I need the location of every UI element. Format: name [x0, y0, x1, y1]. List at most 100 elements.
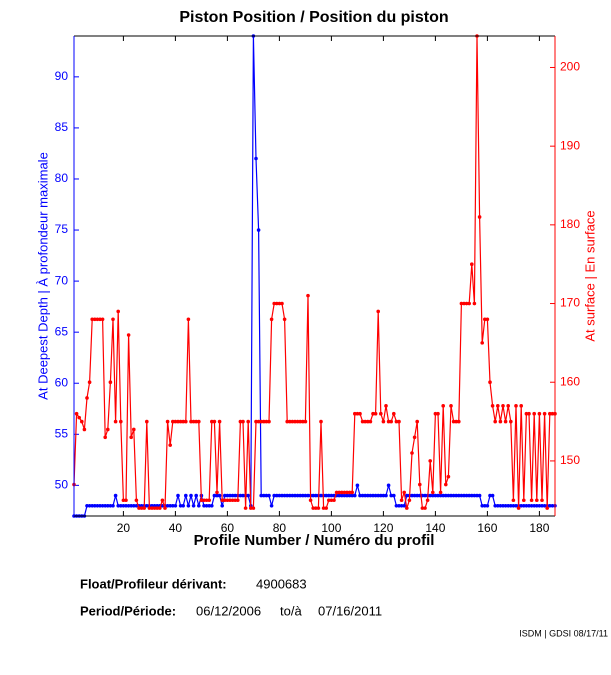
series-point: [223, 498, 227, 503]
chart-title: Piston Position / Position du piston: [179, 9, 448, 26]
series-point: [371, 411, 375, 416]
series-point: [436, 411, 440, 416]
series-point: [194, 493, 198, 498]
series-point: [100, 317, 105, 322]
series-point: [537, 503, 542, 508]
series-point: [516, 506, 521, 510]
series-point: [446, 474, 451, 479]
series-point: [529, 498, 534, 503]
series-point: [472, 301, 477, 306]
series-point: [418, 482, 422, 487]
series-point: [87, 380, 92, 385]
series-point: [459, 493, 464, 498]
series-point: [381, 419, 386, 424]
series-point: [176, 493, 180, 498]
series-point: [321, 506, 326, 510]
series-point: [532, 411, 536, 416]
series-point: [298, 419, 303, 424]
series-point: [381, 493, 386, 498]
series-point: [337, 490, 342, 495]
series-point: [535, 503, 539, 508]
series-point: [249, 506, 253, 510]
series-point: [262, 493, 266, 498]
x-tick-label: 120: [373, 521, 393, 535]
series-point: [251, 506, 256, 510]
series-point: [236, 498, 240, 503]
series-point: [93, 503, 97, 508]
series-point: [259, 493, 264, 498]
series-point: [470, 493, 474, 498]
series-point: [483, 317, 487, 322]
series-point: [264, 493, 269, 498]
series-point: [420, 506, 425, 510]
series-point: [207, 498, 211, 503]
series-point: [217, 493, 222, 498]
series-point: [223, 493, 227, 498]
series-point: [522, 498, 526, 503]
series-point: [353, 411, 357, 416]
series-point: [197, 419, 201, 424]
series-point: [129, 503, 133, 508]
series-point: [532, 503, 536, 508]
series-point: [116, 503, 120, 508]
series-point: [454, 493, 459, 498]
series-point: [220, 503, 224, 508]
series-point: [145, 503, 149, 508]
series-point: [329, 498, 334, 503]
series-point: [334, 490, 339, 495]
series-point: [111, 503, 115, 508]
y-tick-label: 85: [55, 120, 69, 134]
series-point: [503, 419, 508, 424]
series-point: [241, 419, 245, 424]
y2-tick-label: 180: [560, 217, 580, 231]
series-point: [360, 419, 365, 424]
series-point: [415, 493, 420, 498]
y2-axis-label: At surface | En surface: [582, 210, 597, 341]
y2-tick-label: 160: [560, 374, 580, 388]
series-point: [233, 498, 237, 503]
series-point: [150, 506, 154, 510]
series-point: [147, 506, 152, 510]
series-point: [197, 503, 201, 508]
series-point: [405, 493, 409, 498]
series-point: [116, 309, 120, 314]
series-point: [509, 419, 513, 424]
series-point: [95, 317, 100, 322]
series-point: [470, 262, 474, 266]
series-point: [269, 317, 274, 322]
series-point: [173, 419, 178, 424]
series-point: [389, 419, 394, 424]
series-point: [228, 498, 232, 503]
series-point: [230, 498, 235, 503]
series-point: [199, 498, 204, 503]
series-point: [176, 419, 180, 424]
series-point: [178, 503, 183, 508]
series-point: [537, 411, 542, 416]
series-point: [399, 498, 404, 503]
series-point: [168, 503, 172, 508]
series-point: [243, 506, 248, 510]
series-point: [373, 493, 378, 498]
series-point: [314, 506, 318, 510]
series-point: [106, 503, 110, 508]
series-point: [347, 493, 352, 498]
series-point: [462, 301, 466, 306]
series-point: [295, 419, 300, 424]
series-point: [366, 419, 370, 424]
series-point: [212, 493, 217, 498]
series-point: [132, 503, 136, 508]
series-point: [191, 503, 196, 508]
series-point: [410, 493, 414, 498]
series-point: [306, 493, 310, 498]
series-point: [519, 503, 523, 508]
series-point: [464, 301, 469, 306]
series-point: [428, 459, 433, 463]
series-point: [225, 498, 230, 503]
series-point: [428, 493, 433, 498]
series-point: [436, 493, 440, 498]
y-axis-label: At Deepest Depth | À profondeur maximale: [35, 152, 50, 400]
series-point: [301, 419, 305, 424]
series-point: [267, 493, 271, 498]
series-point: [514, 503, 518, 508]
